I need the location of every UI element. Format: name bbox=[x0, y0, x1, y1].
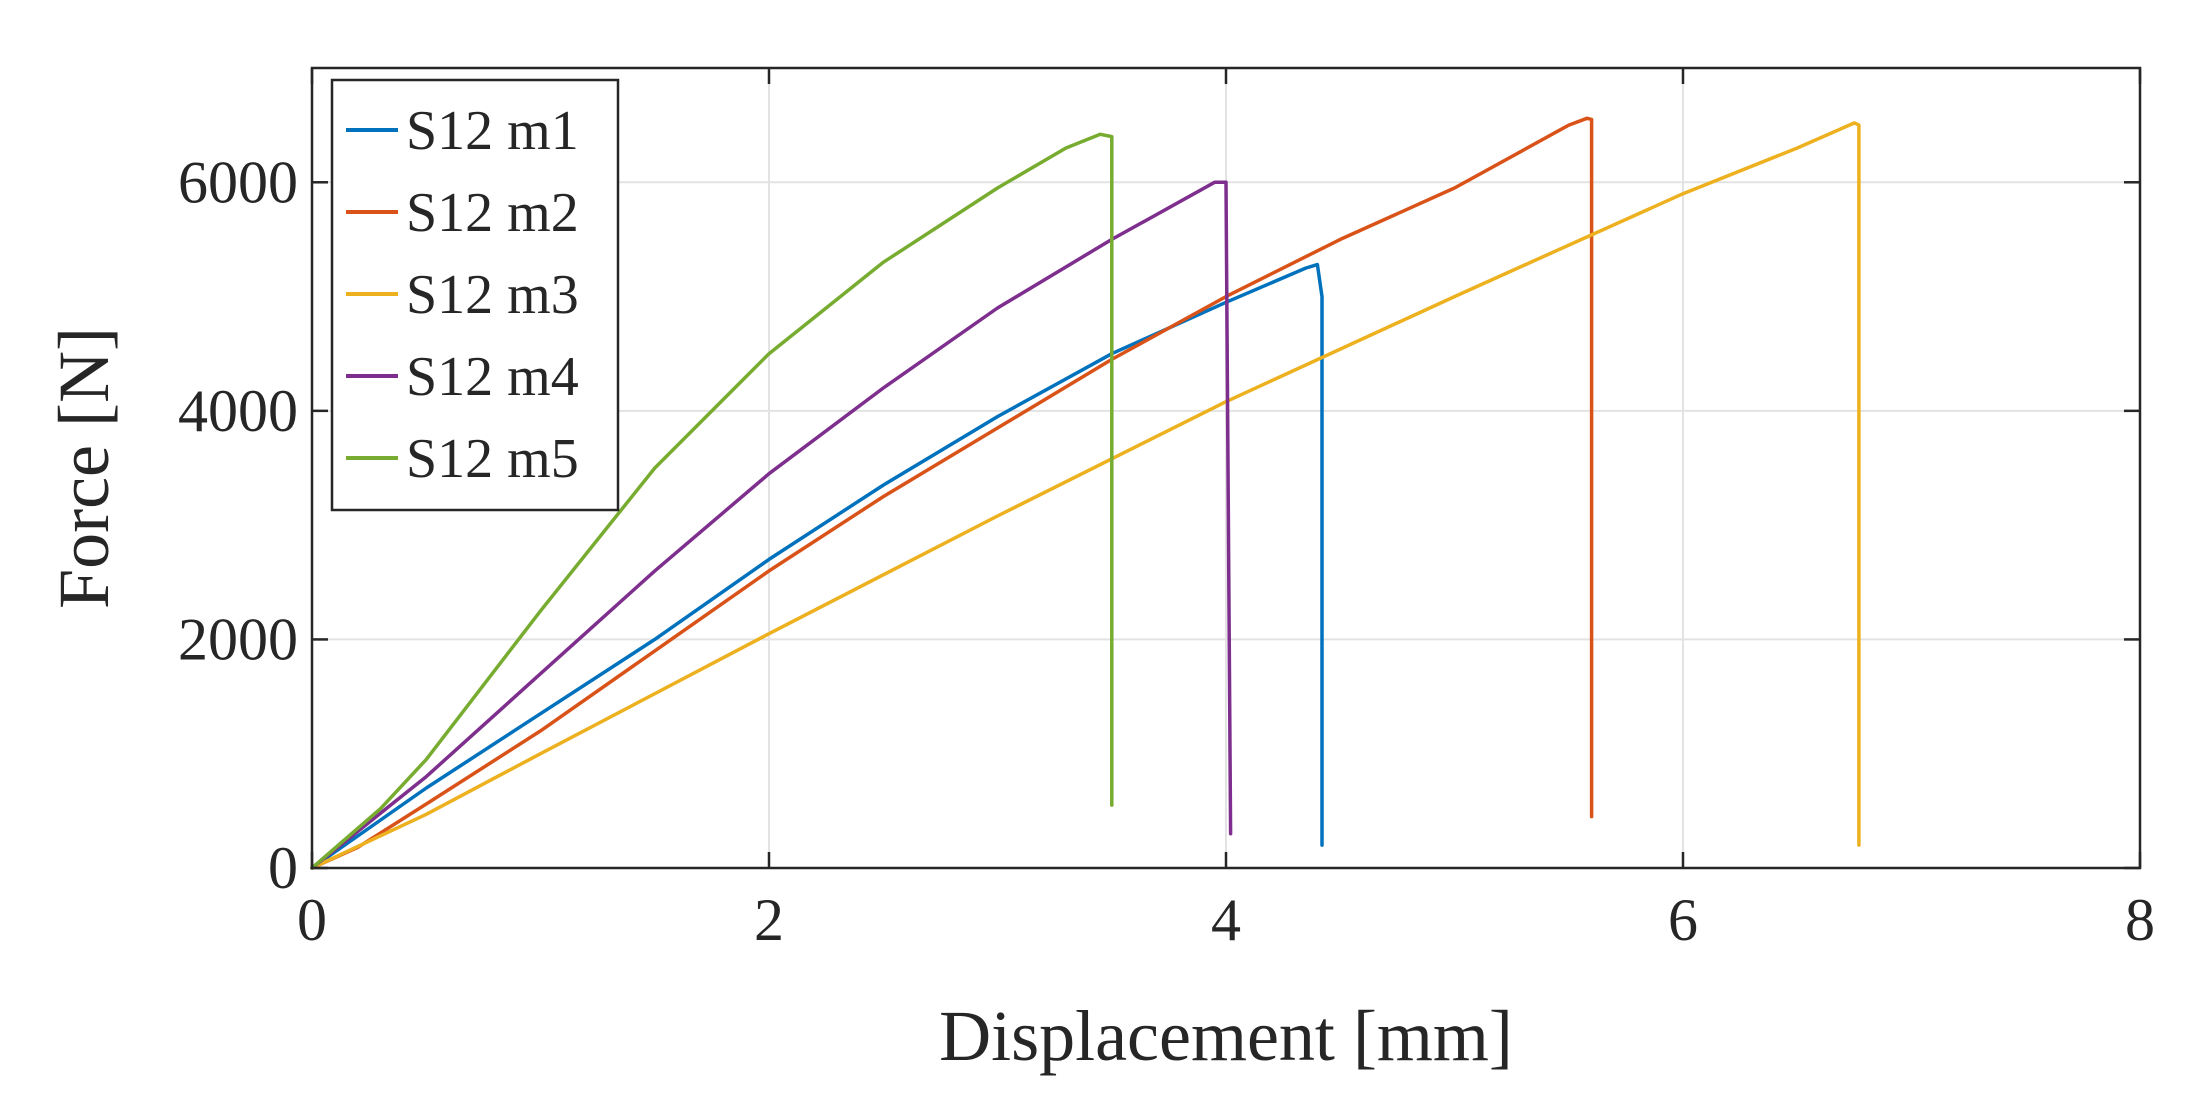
x-tick-label: 6 bbox=[1668, 887, 1698, 953]
legend-label: S12 m4 bbox=[406, 346, 579, 408]
legend: S12 m1 S12 m2 S12 m3 S12 m4 S12 m5 bbox=[330, 78, 620, 512]
x-tick-label: 4 bbox=[1211, 887, 1241, 953]
y-tick-label: 6000 bbox=[178, 149, 298, 215]
series-line-3 bbox=[310, 121, 1861, 870]
legend-label: S12 m2 bbox=[406, 182, 579, 244]
tick-labels: 0 2 4 6 8 0 2000 4000 6000 bbox=[178, 149, 2155, 953]
series-line-2 bbox=[310, 116, 1594, 870]
series-line-1 bbox=[310, 262, 1324, 870]
x-axis-label: Displacement [mm] bbox=[939, 996, 1513, 1076]
y-tick-label: 2000 bbox=[178, 606, 298, 672]
x-tick-label: 2 bbox=[754, 887, 784, 953]
legend-label: S12 m1 bbox=[406, 100, 579, 162]
series-line-5 bbox=[310, 132, 1114, 870]
legend-label: S12 m5 bbox=[406, 428, 579, 490]
y-tick-label: 4000 bbox=[178, 378, 298, 444]
y-axis-label: Force [N] bbox=[44, 327, 124, 609]
ticks bbox=[310, 68, 2142, 870]
series-lines bbox=[310, 116, 1861, 870]
y-tick-label: 0 bbox=[268, 835, 298, 901]
x-tick-label: 0 bbox=[297, 887, 327, 953]
series-line-4 bbox=[310, 180, 1233, 870]
x-tick-label: 8 bbox=[2125, 887, 2155, 953]
legend-label: S12 m3 bbox=[406, 264, 579, 326]
